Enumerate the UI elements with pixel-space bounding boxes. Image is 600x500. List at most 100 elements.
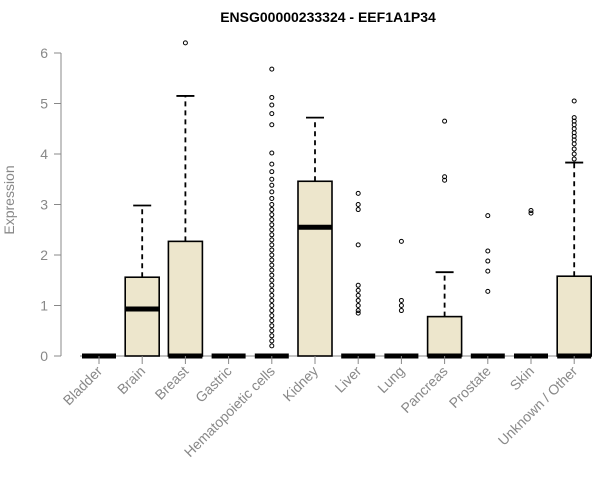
outlier-point (355, 310, 361, 316)
x-tick-label: Skin (507, 363, 538, 394)
y-tick-label: 4 (40, 146, 48, 162)
outlier-point (485, 248, 491, 254)
outlier-point (269, 237, 275, 243)
outlier-point (269, 262, 275, 268)
outlier-point (355, 292, 361, 298)
outlier-point (355, 287, 361, 293)
outlier-point (269, 328, 275, 334)
box-group (254, 66, 289, 359)
outlier-point (269, 272, 275, 278)
y-tick-label: 0 (40, 348, 48, 364)
outlier-point (571, 156, 577, 162)
outlier-point (269, 292, 275, 298)
outlier-point (269, 267, 275, 273)
outlier-point (182, 40, 188, 46)
box-group (341, 190, 376, 359)
outlier-point (269, 242, 275, 248)
outlier-point (355, 190, 361, 196)
outlier-point (355, 297, 361, 303)
outlier-point (571, 126, 577, 132)
x-tick-label: Lung (374, 363, 407, 396)
y-tick-label: 6 (40, 45, 48, 61)
outlier-point (269, 277, 275, 283)
outlier-point (571, 146, 577, 152)
outlier-point (269, 176, 275, 182)
outlier-point (355, 207, 361, 213)
outlier-point (269, 202, 275, 207)
outlier-point (485, 213, 491, 219)
x-tick-label: Liver (332, 363, 365, 396)
y-tick-label: 3 (40, 197, 48, 213)
outlier-point (528, 208, 534, 214)
y-axis-label: Expression (1, 165, 17, 234)
outlier-point (355, 303, 361, 308)
outlier-point (269, 217, 275, 223)
outlier-point (269, 161, 275, 167)
outlier-point (442, 118, 448, 124)
outlier-point (269, 182, 275, 188)
boxes (82, 40, 593, 359)
outlier-point (571, 98, 577, 104)
box-group (384, 238, 419, 359)
outlier-point (269, 323, 275, 329)
x-tick-label: Kidney (280, 363, 322, 405)
outlier-point (269, 313, 275, 319)
x-tick-label: Bladder (60, 363, 106, 409)
outlier-point (269, 102, 275, 108)
x-tick-label: Brain (114, 363, 148, 397)
box-rect (297, 180, 333, 357)
outlier-point (269, 343, 275, 349)
outlier-point (269, 207, 275, 213)
outlier-point (269, 232, 275, 238)
y-tick-label: 5 (40, 96, 48, 112)
outlier-point (398, 308, 404, 314)
outlier-point (571, 151, 577, 157)
box-rect (124, 276, 160, 357)
outlier-point (269, 111, 275, 117)
x-tick-label: Pancreas (398, 363, 451, 416)
outlier-point (269, 122, 275, 128)
outlier-point (269, 189, 275, 195)
outlier-point (571, 141, 577, 147)
outlier-point (269, 150, 275, 156)
outlier-point (269, 333, 275, 339)
outlier-point (269, 297, 275, 303)
y-tick-label: 2 (40, 247, 48, 263)
box-rect (556, 275, 593, 357)
outlier-point (355, 308, 361, 314)
outlier-point (269, 318, 275, 324)
box-group (167, 40, 204, 359)
outlier-point (485, 288, 491, 294)
box-group (124, 204, 160, 357)
outlier-point (442, 177, 448, 183)
outlier-point (269, 247, 275, 253)
x-tick-label: Breast (152, 363, 192, 403)
outlier-point (485, 268, 491, 274)
outlier-point (269, 257, 275, 263)
outlier-point (355, 202, 361, 207)
chart-title: ENSG00000233324 - EEF1A1P34 (220, 9, 436, 25)
outlier-point (269, 227, 275, 233)
x-tick-label: Gastric (192, 363, 235, 406)
outlier-point (269, 222, 275, 228)
box-rect (426, 315, 463, 357)
outlier-point (269, 212, 275, 218)
outlier-point (269, 287, 275, 293)
y-ticks: 0 1 2 3 4 5 6 (40, 45, 61, 364)
outlier-point (269, 338, 275, 344)
outlier-point (269, 94, 275, 100)
box-rect (167, 240, 204, 357)
outlier-point (269, 195, 275, 201)
outlier-point (269, 252, 275, 258)
outlier-point (528, 210, 534, 216)
outlier-point (398, 303, 404, 308)
box-group (470, 213, 505, 359)
box-group (556, 98, 593, 359)
outlier-point (355, 242, 361, 248)
x-tick-label: Unknown / Other (495, 363, 581, 449)
box-group (514, 208, 548, 359)
outlier-point (269, 282, 275, 288)
y-tick-label: 1 (40, 298, 48, 314)
